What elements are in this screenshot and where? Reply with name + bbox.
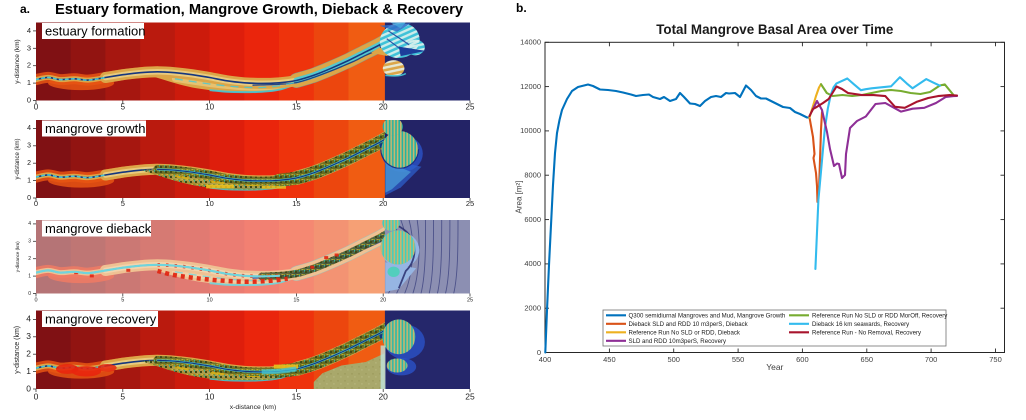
svg-text:Reference Run No SLD or RDD, D: Reference Run No SLD or RDD, Dieback xyxy=(629,330,741,337)
svg-text:2: 2 xyxy=(27,160,31,167)
svg-text:1: 1 xyxy=(27,177,31,184)
svg-text:Q300 semidiurnal Mangroves and: Q300 semidiurnal Mangroves and Mud, Mang… xyxy=(629,313,786,320)
svg-text:4: 4 xyxy=(27,26,31,35)
svg-text:Dieback 16 km seawards, Recove: Dieback 16 km seawards, Recovery xyxy=(812,321,910,328)
svg-text:12000: 12000 xyxy=(520,82,541,91)
svg-text:5: 5 xyxy=(121,103,126,112)
svg-text:0: 0 xyxy=(34,392,39,402)
svg-text:5: 5 xyxy=(121,199,125,208)
svg-text:Year: Year xyxy=(766,362,783,372)
svg-text:14000: 14000 xyxy=(520,38,541,47)
svg-text:3: 3 xyxy=(28,239,31,245)
svg-text:0: 0 xyxy=(34,199,38,208)
svg-text:10: 10 xyxy=(207,298,213,304)
svg-text:2: 2 xyxy=(27,61,31,70)
svg-text:25: 25 xyxy=(467,298,473,304)
svg-text:550: 550 xyxy=(732,355,745,364)
svg-text:15: 15 xyxy=(292,392,302,402)
svg-text:estuary formation: estuary formation xyxy=(45,24,145,39)
svg-text:3: 3 xyxy=(26,331,31,341)
svg-text:a.: a. xyxy=(20,2,30,16)
svg-text:750: 750 xyxy=(989,355,1002,364)
svg-text:mangrove growth: mangrove growth xyxy=(45,121,145,136)
svg-text:1: 1 xyxy=(26,366,31,376)
svg-text:0: 0 xyxy=(28,291,31,297)
svg-text:25: 25 xyxy=(466,199,474,208)
svg-text:y-distance (km): y-distance (km) xyxy=(14,326,21,374)
svg-text:0: 0 xyxy=(34,103,39,112)
svg-text:b.: b. xyxy=(516,1,527,15)
svg-text:500: 500 xyxy=(667,355,680,364)
svg-text:1: 1 xyxy=(27,78,31,87)
svg-text:5: 5 xyxy=(121,298,124,304)
svg-text:SLD and RDD 10m3perS, Recovery: SLD and RDD 10m3perS, Recovery xyxy=(629,338,727,345)
svg-text:0: 0 xyxy=(34,298,37,304)
svg-text:6000: 6000 xyxy=(524,215,541,224)
svg-text:0: 0 xyxy=(27,195,31,202)
svg-text:8000: 8000 xyxy=(524,171,541,180)
svg-text:10: 10 xyxy=(205,103,214,112)
svg-text:5: 5 xyxy=(120,392,125,402)
svg-text:400: 400 xyxy=(539,355,552,364)
svg-text:700: 700 xyxy=(925,355,938,364)
svg-text:y-distance (km): y-distance (km) xyxy=(15,138,21,179)
svg-text:4: 4 xyxy=(28,221,31,227)
svg-text:0: 0 xyxy=(27,95,31,104)
svg-text:x-distance (km): x-distance (km) xyxy=(230,404,276,411)
svg-text:1: 1 xyxy=(28,273,31,279)
svg-text:0: 0 xyxy=(26,383,31,393)
svg-text:4: 4 xyxy=(26,314,31,324)
svg-text:4: 4 xyxy=(27,125,31,132)
svg-text:20: 20 xyxy=(378,392,388,402)
svg-text:3: 3 xyxy=(27,143,31,150)
svg-text:4000: 4000 xyxy=(524,259,541,268)
svg-text:2: 2 xyxy=(28,256,31,262)
svg-text:25: 25 xyxy=(465,392,475,402)
svg-text:15: 15 xyxy=(292,199,300,208)
svg-text:y-distance (km): y-distance (km) xyxy=(15,241,20,272)
svg-text:20: 20 xyxy=(379,103,388,112)
svg-text:20: 20 xyxy=(380,298,386,304)
svg-text:2000: 2000 xyxy=(524,304,541,313)
svg-text:y-distance (km): y-distance (km) xyxy=(14,39,21,83)
svg-text:25: 25 xyxy=(466,103,475,112)
svg-text:650: 650 xyxy=(861,355,874,364)
svg-text:15: 15 xyxy=(293,298,299,304)
svg-text:Estuary formation, Mangrove Gr: Estuary formation, Mangrove Growth, Dieb… xyxy=(55,2,464,18)
svg-text:10: 10 xyxy=(205,199,213,208)
svg-text:Reference Run No SLD or RDD Mo: Reference Run No SLD or RDD MorOff, Reco… xyxy=(812,313,948,320)
svg-text:15: 15 xyxy=(292,103,301,112)
svg-text:10000: 10000 xyxy=(520,126,541,135)
svg-text:2: 2 xyxy=(26,348,31,358)
svg-text:mangrove recovery: mangrove recovery xyxy=(45,312,157,327)
svg-text:3: 3 xyxy=(27,43,31,52)
svg-text:0: 0 xyxy=(537,348,541,357)
svg-text:600: 600 xyxy=(796,355,809,364)
svg-text:Area [m²]: Area [m²] xyxy=(515,181,524,214)
svg-text:20: 20 xyxy=(379,199,387,208)
svg-text:450: 450 xyxy=(603,355,616,364)
svg-text:Dieback SLD and RDD 10 m3perS,: Dieback SLD and RDD 10 m3perS, Dieback xyxy=(629,321,749,328)
svg-text:Total Mangrove Basal Area over: Total Mangrove Basal Area over Time xyxy=(656,22,893,37)
svg-text:10: 10 xyxy=(205,392,215,402)
svg-text:Reference Run - No Removal, Re: Reference Run - No Removal, Recovery xyxy=(812,330,922,337)
svg-text:mangrove dieback: mangrove dieback xyxy=(45,221,152,236)
